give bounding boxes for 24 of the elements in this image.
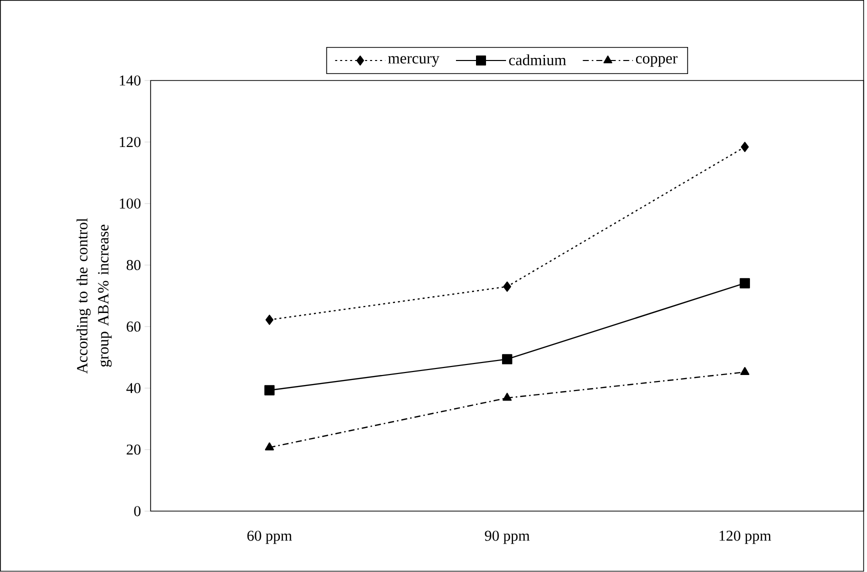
legend-label: mercury [388, 56, 440, 67]
point [740, 142, 749, 152]
y-tick-label: 20 [126, 444, 141, 455]
point [502, 354, 512, 364]
y-tick-label: 100 [120, 198, 141, 209]
x-tick-label: 120 ppm [720, 530, 772, 544]
point [503, 282, 512, 292]
y-tick-label: 80 [126, 260, 141, 270]
y-tick-label: 0 [134, 506, 141, 516]
point [265, 314, 274, 326]
y-tick-label: 120 [120, 137, 141, 148]
point [264, 385, 275, 396]
x-tick-label: 60 ppm [247, 530, 292, 544]
legend-label: copper [636, 56, 678, 67]
point [740, 278, 750, 288]
y-tick-label: 40 [126, 383, 141, 394]
legend-label: cadmium [509, 54, 566, 66]
y-tick-label: 140 [120, 76, 141, 86]
point [740, 367, 750, 376]
y-axis-title: According to the control group ABA% increase [76, 218, 112, 374]
point [264, 442, 274, 451]
x-tick-label: 90 ppm [484, 530, 530, 544]
y-tick-label: 60 [126, 322, 141, 332]
point [502, 393, 512, 401]
